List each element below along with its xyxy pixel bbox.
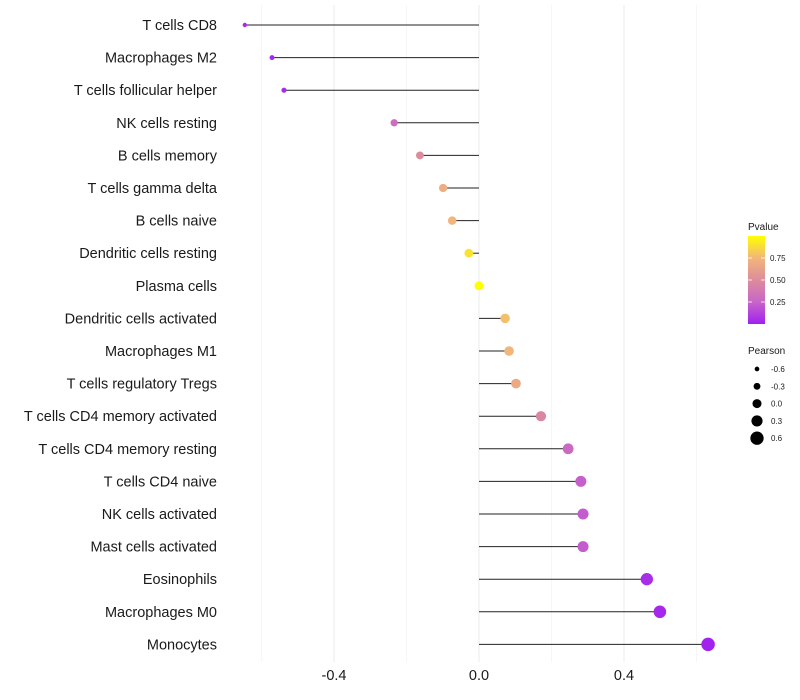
y-tick-label: T cells CD8 <box>142 18 217 34</box>
y-tick-label: B cells naive <box>136 214 217 230</box>
colorbar-tick-label: 0.75 <box>770 254 786 263</box>
size-legend-dot <box>750 431 764 445</box>
point <box>562 443 574 455</box>
size-legend-dot <box>753 382 761 390</box>
y-tick-label: Plasma cells <box>136 279 217 295</box>
legend-pvalue: Pvalue 0.25 0.50 0.75 <box>748 222 786 324</box>
y-tick-label: Dendritic cells activated <box>65 311 217 327</box>
point <box>640 573 653 586</box>
point <box>577 508 589 520</box>
y-tick-label: Macrophages M0 <box>105 605 217 621</box>
point <box>390 119 398 127</box>
y-tick-label: Mast cells activated <box>90 540 217 556</box>
gridlines <box>261 5 697 662</box>
point <box>447 216 457 225</box>
point <box>653 605 667 619</box>
size-legend-label: -0.6 <box>771 365 785 374</box>
y-tick-label: B cells memory <box>118 148 218 164</box>
size-legend-label: 0.0 <box>771 400 783 409</box>
point <box>575 475 587 487</box>
stems <box>244 24 709 645</box>
size-legend-label: 0.3 <box>771 417 783 426</box>
point <box>281 87 287 93</box>
legend-pearson: Pearson -0.6 -0.3 0.0 0.3 0.6 <box>748 346 785 445</box>
y-tick-label: Macrophages M1 <box>105 344 217 360</box>
y-tick-label: T cells CD4 memory activated <box>24 409 217 425</box>
size-legend-dot <box>754 366 760 372</box>
y-tick-label: Monocytes <box>147 637 217 653</box>
point <box>242 22 248 28</box>
size-legend-dot <box>751 415 763 427</box>
point <box>269 55 275 61</box>
y-tick-label: NK cells activated <box>102 507 217 523</box>
point <box>415 151 424 160</box>
legend-colorbar <box>748 236 765 324</box>
point <box>577 541 589 553</box>
y-tick-label: Eosinophils <box>143 572 217 588</box>
y-tick-label: T cells CD4 naive <box>104 474 217 490</box>
x-tick-label: 0.0 <box>469 668 489 684</box>
point <box>535 411 547 422</box>
x-axis-labels: -0.4 0.0 0.4 <box>322 668 635 684</box>
x-tick-label: 0.4 <box>614 668 634 684</box>
colorbar-tick-label: 0.25 <box>770 298 786 307</box>
points <box>242 22 715 652</box>
y-axis-labels: T cells CD8 Macrophages M2 T cells follicu… <box>24 18 218 653</box>
y-tick-label: Dendritic cells resting <box>79 246 217 262</box>
y-tick-label: T cells regulatory Tregs <box>67 377 217 393</box>
size-legend-label: -0.3 <box>771 382 785 391</box>
x-tick-label: -0.4 <box>322 668 347 684</box>
y-tick-label: T cells follicular helper <box>74 83 217 99</box>
legend-pearson-title: Pearson <box>748 346 785 357</box>
y-tick-label: Macrophages M2 <box>105 51 217 67</box>
y-tick-label: NK cells resting <box>116 116 217 132</box>
size-legend-label: 0.6 <box>771 434 783 443</box>
point <box>500 313 510 324</box>
point <box>474 281 484 291</box>
y-tick-label: T cells CD4 memory resting <box>38 442 217 458</box>
point <box>511 378 521 389</box>
legend-pvalue-title: Pvalue <box>748 222 779 233</box>
y-tick-label: T cells gamma delta <box>88 181 218 197</box>
point <box>504 346 514 356</box>
size-legend-dot <box>752 399 762 409</box>
point <box>464 248 474 258</box>
colorbar-tick-label: 0.50 <box>770 276 786 285</box>
point <box>438 183 448 193</box>
point <box>701 637 715 652</box>
